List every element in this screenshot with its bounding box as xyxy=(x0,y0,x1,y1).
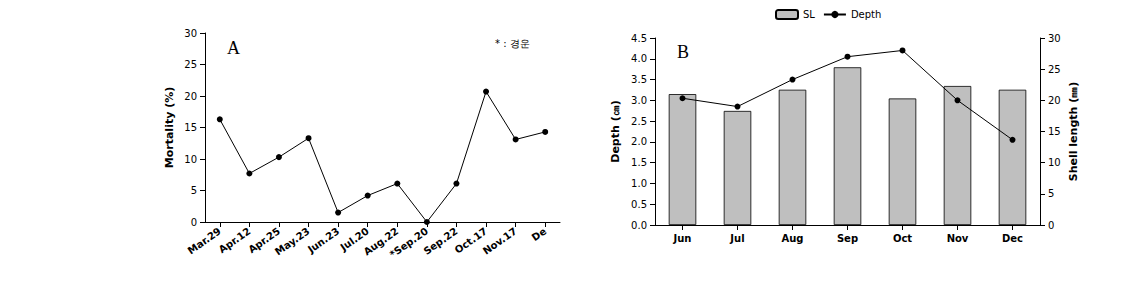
svg-text:1.0: 1.0 xyxy=(631,178,647,189)
svg-text:May.23: May.23 xyxy=(273,225,312,257)
svg-text:Depth: Depth xyxy=(851,9,881,20)
svg-text:Nov.17: Nov.17 xyxy=(481,225,519,256)
svg-text:SL: SL xyxy=(803,9,815,20)
svg-text:0: 0 xyxy=(191,217,197,228)
svg-text:Oct: Oct xyxy=(893,233,912,244)
svg-text:25: 25 xyxy=(184,59,197,70)
svg-text:0.0: 0.0 xyxy=(631,220,647,231)
svg-text:Jun: Jun xyxy=(673,233,692,244)
svg-text:3.5: 3.5 xyxy=(631,74,647,85)
svg-text:15: 15 xyxy=(184,122,197,133)
svg-text:20: 20 xyxy=(1048,95,1061,106)
svg-text:Jul: Jul xyxy=(729,233,744,244)
svg-text:Shell length (㎜): Shell length (㎜) xyxy=(1067,82,1080,182)
svg-text:Apr.12: Apr.12 xyxy=(217,225,253,255)
svg-text:5: 5 xyxy=(1048,188,1054,199)
svg-text:De: De xyxy=(530,225,549,243)
svg-text:A: A xyxy=(227,38,240,58)
svg-text:20: 20 xyxy=(184,91,197,102)
svg-text:2.5: 2.5 xyxy=(631,116,647,127)
svg-text:Depth (㎝): Depth (㎝) xyxy=(609,100,622,162)
svg-text:5: 5 xyxy=(191,185,197,196)
svg-text:Apr.25: Apr.25 xyxy=(246,225,283,256)
svg-text:*Sep.20: *Sep.20 xyxy=(388,225,430,259)
svg-text:Mar.29: Mar.29 xyxy=(186,225,223,256)
svg-text:10: 10 xyxy=(1048,157,1061,168)
svg-text:Sep.22: Sep.22 xyxy=(421,225,459,256)
svg-text:4.5: 4.5 xyxy=(631,33,647,44)
svg-text:Mortality (%): Mortality (%) xyxy=(163,87,176,169)
svg-text:* : 경운: * : 경운 xyxy=(495,38,530,49)
svg-text:4.0: 4.0 xyxy=(631,53,647,64)
svg-text:Aug: Aug xyxy=(781,233,803,244)
svg-text:0: 0 xyxy=(1048,220,1054,231)
svg-text:3.0: 3.0 xyxy=(631,95,647,106)
svg-text:Jun.23: Jun.23 xyxy=(305,225,341,255)
svg-text:15: 15 xyxy=(1048,126,1061,137)
svg-text:Nov: Nov xyxy=(947,233,969,244)
svg-text:2.0: 2.0 xyxy=(631,136,647,147)
svg-text:1.5: 1.5 xyxy=(631,157,647,168)
svg-text:Sep: Sep xyxy=(837,233,858,244)
svg-text:30: 30 xyxy=(1048,33,1061,44)
svg-text:Aug.22: Aug.22 xyxy=(361,225,401,258)
svg-text:25: 25 xyxy=(1048,64,1061,75)
svg-text:Dec: Dec xyxy=(1002,233,1023,244)
svg-text:0.5: 0.5 xyxy=(631,199,647,210)
svg-text:Oct.17: Oct.17 xyxy=(452,225,490,256)
svg-text:10: 10 xyxy=(184,154,197,165)
svg-text:B: B xyxy=(677,42,689,62)
svg-text:30: 30 xyxy=(184,28,197,39)
svg-text:Jul.20: Jul.20 xyxy=(338,225,371,253)
